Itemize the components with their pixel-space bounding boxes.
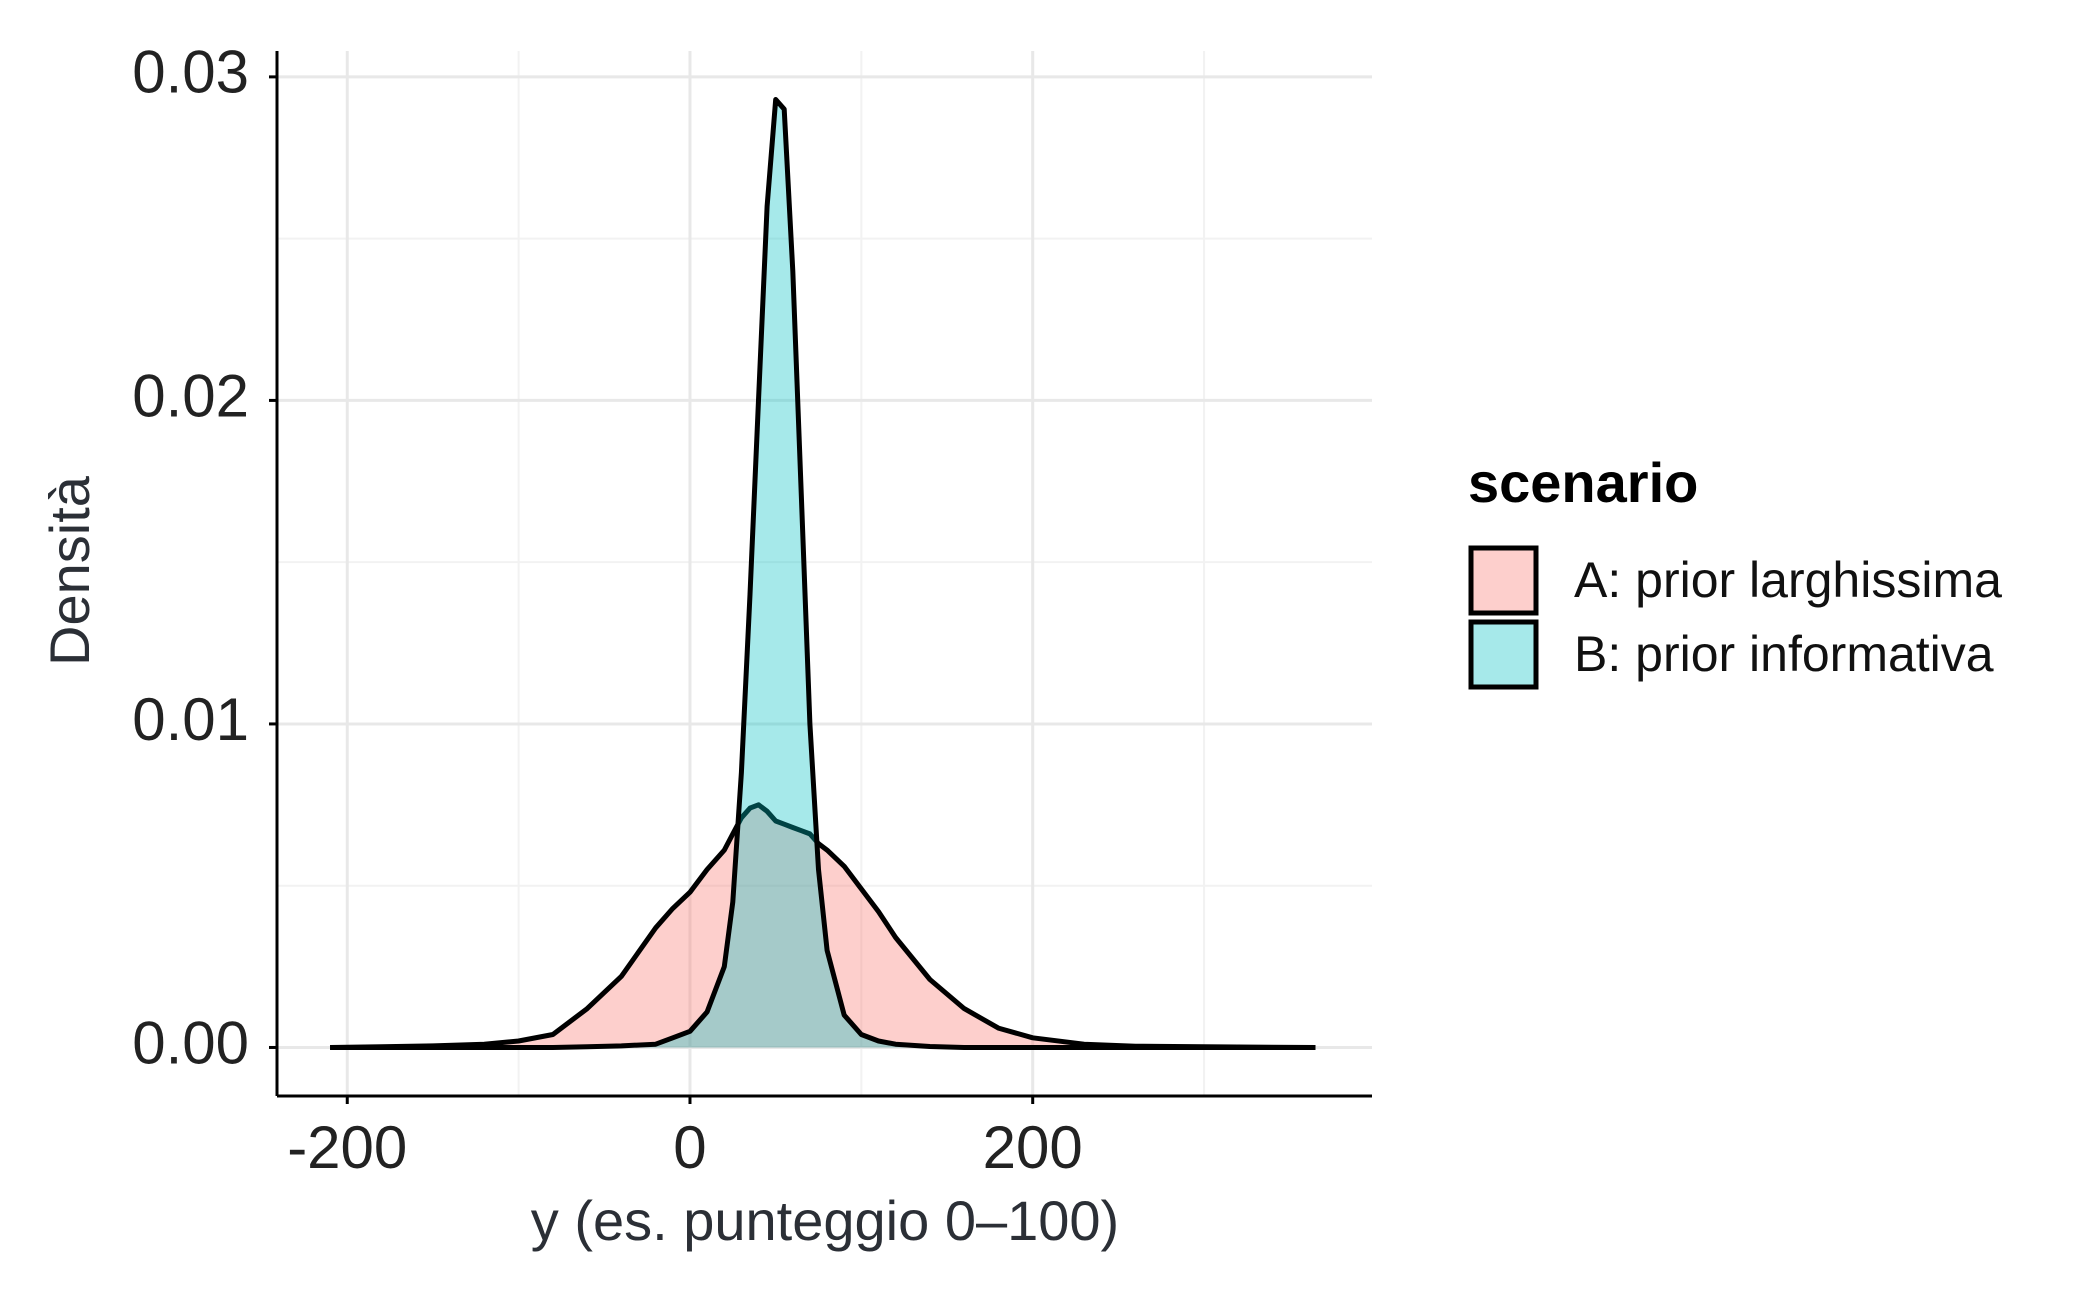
y-tick-label: 0.01 <box>132 686 249 753</box>
x-axis-title: y (es. punteggio 0–100) <box>531 1189 1119 1252</box>
plot-area <box>330 97 1316 1050</box>
x-tick-label: -200 <box>287 1114 407 1181</box>
legend-title: scenario <box>1468 451 1698 514</box>
legend-label: B: prior informativa <box>1574 626 1994 682</box>
legend: A: prior larghissima B: prior informativa <box>1468 545 2002 690</box>
x-tick-label: 200 <box>983 1114 1083 1181</box>
y-tick-label: 0.02 <box>132 362 249 429</box>
legend-key <box>1468 619 1539 690</box>
y-tick-label: 0.00 <box>132 1009 249 1076</box>
y-axis-title: Densità <box>38 475 101 666</box>
y-tick-label: 0.03 <box>132 39 249 106</box>
density-area <box>330 97 1316 1050</box>
legend-key <box>1468 545 1539 616</box>
x-tick-label: 0 <box>673 1114 706 1181</box>
legend-label: A: prior larghissima <box>1574 552 2002 608</box>
